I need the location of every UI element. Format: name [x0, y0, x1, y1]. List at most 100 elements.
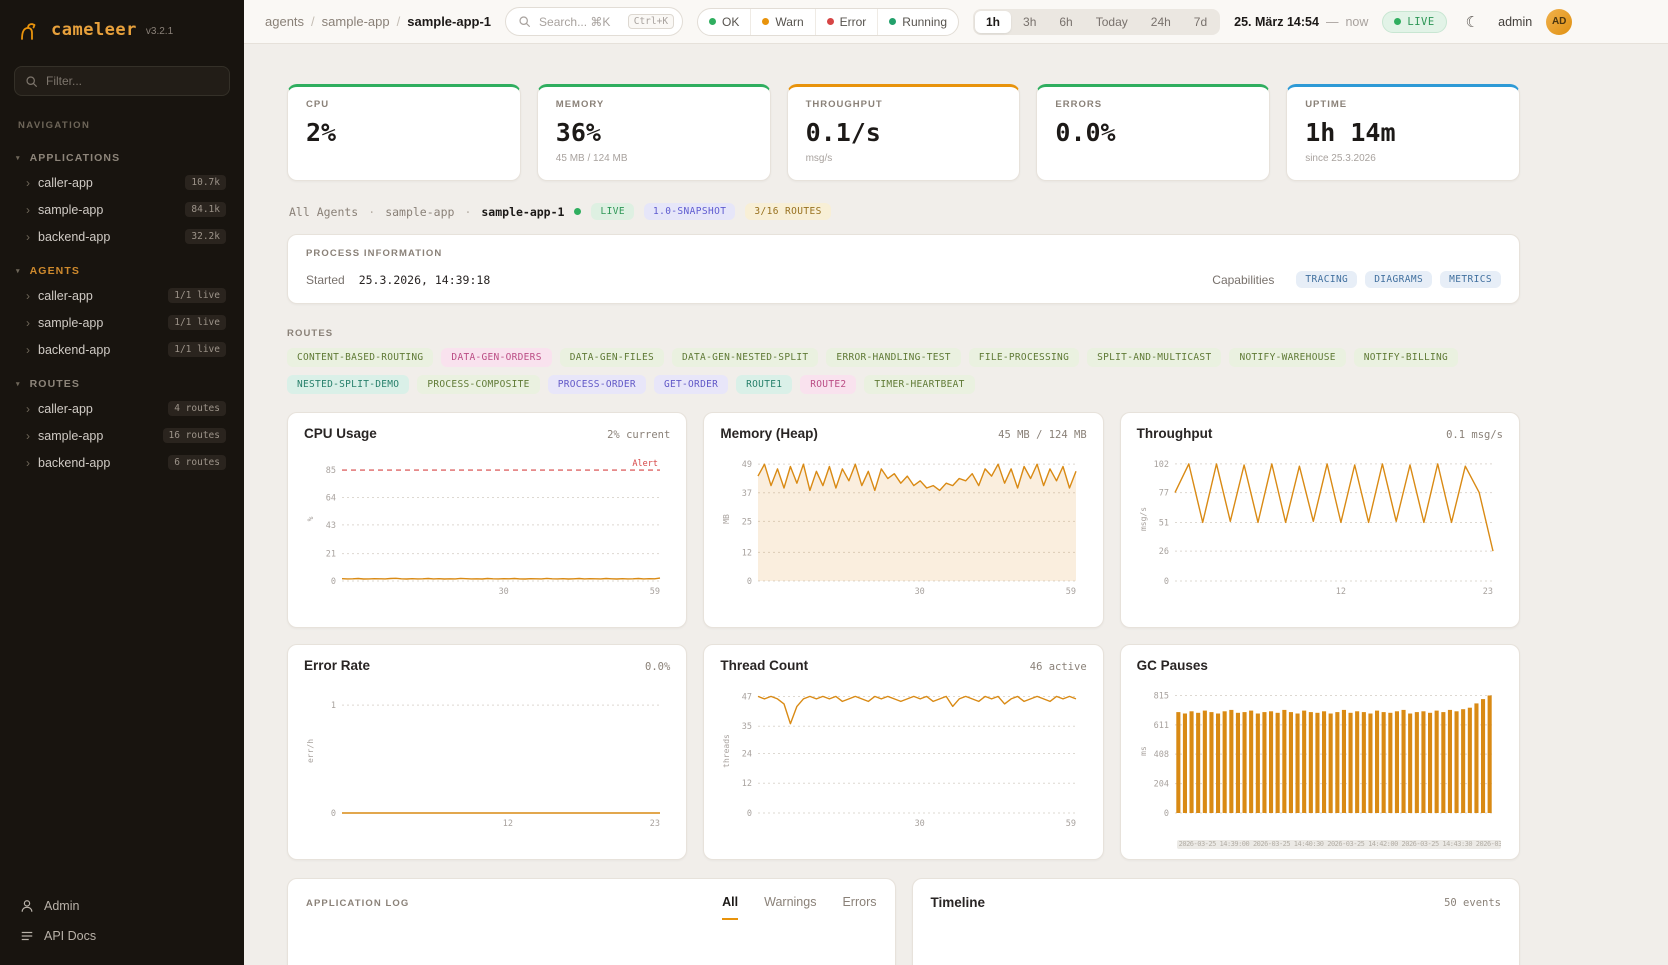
status-dot-ok — [709, 18, 717, 25]
timeline-heading: Timeline — [930, 895, 986, 910]
main-area: agents / sample-app / sample-app-1 Searc… — [244, 0, 1668, 965]
capabilities-label: Capabilities — [1212, 272, 1275, 287]
camel-logo-icon — [18, 18, 42, 42]
svg-text:85: 85 — [326, 466, 336, 476]
tab-errors[interactable]: Errors — [842, 895, 877, 909]
agent-status-row: All Agents · sample-app · sample-app-1 L… — [289, 203, 1518, 220]
stat-value: 36% — [555, 118, 601, 147]
route-chip-get-order[interactable]: GET-ORDER — [653, 375, 729, 394]
svg-text:815: 815 — [1153, 691, 1168, 701]
application-log-heading: APPLICATION LOG — [306, 897, 410, 909]
time-range-1h[interactable]: 1h — [975, 10, 1012, 33]
stat-label: MEMORY — [555, 99, 605, 110]
application-log-card: APPLICATION LOG All Warnings Errors — [287, 878, 896, 965]
sidebar-filter-input[interactable] — [46, 74, 219, 88]
range-start: 25. März 14:54 — [1234, 14, 1319, 29]
sidebar-section-header-applications[interactable]: ▾ APPLICATIONS — [16, 152, 121, 164]
time-range-7d[interactable]: 7d — [1193, 14, 1208, 29]
dot-separator: · — [464, 204, 472, 219]
tab-all[interactable]: All — [722, 895, 739, 920]
sidebar-item-routes-backend-app[interactable]: › backend-app 6 routes — [12, 449, 232, 476]
svg-text:47: 47 — [742, 692, 752, 702]
sidebar-item-applications-caller-app[interactable]: › caller-app 10.7k — [12, 169, 232, 196]
svg-text:1: 1 — [331, 701, 336, 711]
routes-block: ROUTES CONTENT-BASED-ROUTING DATA-GEN-OR… — [287, 328, 1520, 394]
routes-count-badge: 6 routes — [168, 455, 226, 470]
stat-sub: since 25.3.2026 — [1305, 153, 1376, 164]
sidebar-item-routes-sample-app[interactable]: › sample-app 16 routes — [12, 422, 232, 449]
route-chip-data-gen-nested-split[interactable]: DATA-GEN-NESTED-SPLIT — [672, 348, 819, 367]
svg-text:26: 26 — [1158, 547, 1168, 557]
sidebar-item-routes-caller-app[interactable]: › caller-app 4 routes — [12, 395, 232, 422]
chart-card-cpu-usage: CPU Usage 2% current 0 21 43 64 85% Alert 30 59 — [287, 412, 688, 628]
caret-down-icon: ▾ — [16, 268, 21, 275]
live-indicator[interactable]: LIVE — [1382, 10, 1447, 33]
app-version: v3.2.1 — [145, 26, 174, 37]
svg-text:MB: MB — [722, 514, 731, 524]
time-range-24h[interactable]: 24h — [1150, 14, 1171, 29]
route-chip-nested-split-demo[interactable]: NESTED-SPLIT-DEMO — [287, 375, 410, 394]
count-badge: 84.1k — [185, 202, 226, 217]
time-range-display[interactable]: 25. März 14:54 — now — [1234, 15, 1368, 29]
chevron-right-icon: › — [26, 342, 30, 357]
route-chip-route1[interactable]: ROUTE1 — [736, 375, 793, 394]
svg-text:25: 25 — [742, 517, 752, 527]
agent-routes-badge: 3/16 ROUTES — [745, 203, 831, 220]
route-chip-data-gen-orders[interactable]: DATA-GEN-ORDERS — [441, 348, 552, 367]
route-chip-content-based-routing[interactable]: CONTENT-BASED-ROUTING — [287, 348, 434, 367]
dark-mode-toggle-icon[interactable]: ☾ — [1465, 13, 1480, 31]
sidebar-item-admin[interactable]: Admin — [12, 891, 232, 921]
status-filter-ok[interactable]: OK — [698, 9, 750, 35]
route-chip-notify-billing[interactable]: NOTIFY-BILLING — [1353, 348, 1459, 367]
sidebar-section-header-agents[interactable]: ▾ AGENTS — [16, 265, 80, 277]
global-search-button[interactable]: Search... ⌘K Ctrl+K — [505, 7, 684, 36]
route-chip-process-order[interactable]: PROCESS-ORDER — [547, 375, 646, 394]
sidebar-item-applications-backend-app[interactable]: › backend-app 32.2k — [12, 223, 232, 250]
started-label: Started — [306, 272, 345, 287]
svg-text:0: 0 — [1164, 809, 1169, 819]
time-range-3h[interactable]: 3h — [1023, 14, 1037, 29]
time-range-6h[interactable]: 6h — [1059, 14, 1073, 29]
breadcrumb-agents[interactable]: agents — [265, 14, 305, 29]
route-chip-timer-heartbeat[interactable]: TIMER-HEARTBEAT — [864, 375, 975, 394]
route-chip-list: CONTENT-BASED-ROUTING DATA-GEN-ORDERS DA… — [287, 348, 1520, 394]
agent-version-badge: 1.0-SNAPSHOT — [643, 203, 736, 220]
sidebar-item-api-docs[interactable]: API Docs — [12, 921, 232, 951]
sidebar-item-agents-backend-app[interactable]: › backend-app 1/1 live — [12, 336, 232, 363]
route-chip-process-composite[interactable]: PROCESS-COMPOSITE — [417, 375, 540, 394]
time-range-today[interactable]: Today — [1095, 14, 1128, 29]
sidebar-section-applications: ▾ APPLICATIONS › caller-app 10.7k › samp… — [12, 147, 232, 250]
route-chip-error-handling-test[interactable]: ERROR-HANDLING-TEST — [826, 348, 961, 367]
chevron-right-icon: › — [26, 455, 30, 470]
app-logo[interactable]: cameleer v3.2.1 — [12, 14, 232, 46]
tab-warnings[interactable]: Warnings — [764, 895, 817, 909]
sidebar-section-header-routes[interactable]: ▾ ROUTES — [16, 378, 80, 390]
stat-value: 2% — [306, 118, 337, 147]
route-chip-file-processing[interactable]: FILE-PROCESSING — [968, 348, 1080, 367]
stat-label: THROUGHPUT — [805, 99, 883, 110]
routes-heading: ROUTES — [287, 328, 334, 339]
route-chip-split-and-multicast[interactable]: SPLIT-AND-MULTICAST — [1087, 348, 1222, 367]
svg-text:0: 0 — [331, 577, 336, 587]
sidebar-item-applications-sample-app[interactable]: › sample-app 84.1k — [12, 196, 232, 223]
count-badge: 10.7k — [185, 175, 226, 190]
route-chip-route2[interactable]: ROUTE2 — [800, 375, 857, 394]
breadcrumb-sample-app[interactable]: sample-app — [321, 14, 390, 29]
stat-label: ERRORS — [1055, 99, 1103, 110]
agent-crumb-all-agents[interactable]: All Agents — [289, 204, 359, 219]
user-avatar[interactable]: AD — [1546, 8, 1573, 35]
status-filter-running[interactable]: Running — [877, 8, 958, 35]
status-filter-error[interactable]: Error — [814, 8, 878, 35]
route-chip-notify-warehouse[interactable]: NOTIFY-WAREHOUSE — [1229, 348, 1346, 367]
svg-text:12: 12 — [742, 548, 752, 558]
status-filter-warn[interactable]: Warn — [750, 8, 814, 35]
chevron-right-icon: › — [26, 428, 30, 443]
route-chip-data-gen-files[interactable]: DATA-GEN-FILES — [559, 348, 664, 367]
svg-text:0: 0 — [331, 809, 336, 819]
sidebar-item-agents-caller-app[interactable]: › caller-app 1/1 live — [12, 282, 232, 309]
agent-crumb-sample-app[interactable]: sample-app — [385, 204, 455, 219]
chevron-right-icon: › — [26, 288, 30, 303]
person-icon — [20, 899, 34, 913]
sidebar-item-agents-sample-app[interactable]: › sample-app 1/1 live — [12, 309, 232, 336]
chart-current-value: 46 active — [1029, 661, 1087, 673]
